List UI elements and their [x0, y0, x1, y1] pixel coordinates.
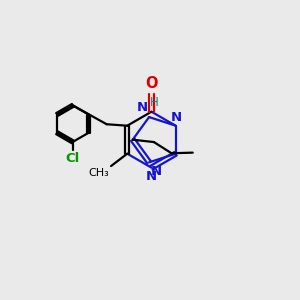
Text: N: N: [145, 170, 156, 183]
Text: N: N: [151, 165, 162, 178]
Text: N: N: [136, 101, 148, 114]
Text: Cl: Cl: [66, 152, 80, 165]
Text: N: N: [171, 111, 182, 124]
Text: O: O: [145, 76, 158, 91]
Text: CH₃: CH₃: [88, 168, 109, 178]
Text: H: H: [150, 96, 159, 109]
